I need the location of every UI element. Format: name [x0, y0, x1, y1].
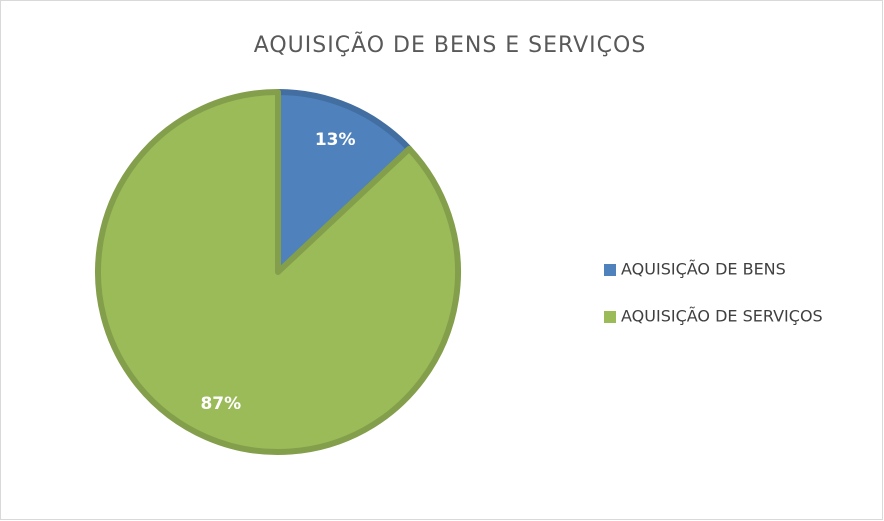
pie-slice: [95, 89, 461, 455]
data-label: 87%: [200, 394, 241, 414]
data-label: 13%: [315, 130, 356, 150]
legend-swatch: [604, 311, 616, 323]
legend-label: AQUISIÇÃO DE SERVIÇOS: [621, 307, 823, 326]
legend-label: AQUISIÇÃO DE BENS: [621, 260, 786, 279]
chart-title: AQUISIÇÃO DE BENS E SERVIÇOS: [254, 31, 647, 58]
pie-slice: [275, 89, 413, 275]
legend-swatch: [604, 264, 616, 276]
